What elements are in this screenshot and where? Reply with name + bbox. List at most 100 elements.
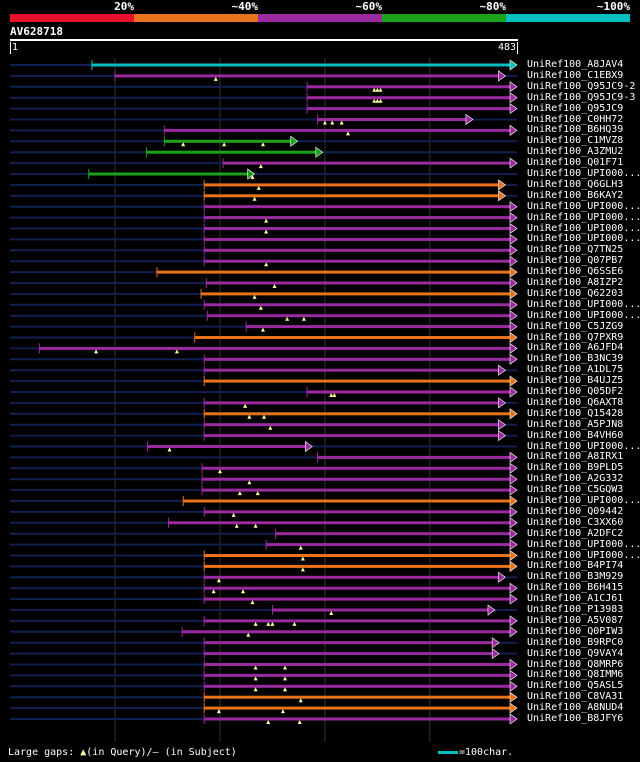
hit-alignment-bar (204, 259, 511, 263)
hit-alignment-bar (204, 303, 511, 307)
hit-label[interactable]: UniRef100_Q62203 (527, 287, 624, 299)
hit-arrow-icon (509, 386, 518, 398)
hit-label[interactable]: UniRef100_A1CJ61 (527, 593, 624, 605)
hit-arrow-icon (509, 582, 518, 594)
hit-arrow-icon (498, 70, 506, 82)
hit-label[interactable]: UniRef100_A8IRX1 (527, 451, 624, 463)
hit-arrow-icon (498, 419, 506, 431)
identity-band-20 (10, 14, 134, 22)
hit-label[interactable]: UniRef100_Q95JC9-3 (527, 91, 636, 103)
gap-marker-icon (378, 87, 383, 92)
gap-marker-icon (231, 512, 236, 517)
hit-label[interactable]: UniRef100_C5GQW3 (527, 484, 624, 496)
hit-label[interactable]: UniRef100_C1EBX9 (527, 69, 624, 81)
hit-label[interactable]: UniRef100_UPI000... (527, 211, 639, 223)
hit-label[interactable]: UniRef100_B4UJZ5 (527, 375, 624, 387)
hit-alignment-bar (204, 248, 511, 252)
hit-label[interactable]: UniRef100_B4VH60 (527, 429, 624, 441)
hit-arrow-icon (509, 495, 518, 507)
hit-label[interactable]: UniRef100_A8IZP2 (527, 277, 624, 288)
hit-label[interactable]: UniRef100_Q9VAY4 (527, 647, 624, 659)
hit-label[interactable]: UniRef100_A3ZMU2 (527, 146, 624, 158)
gap-marker-icon (283, 687, 288, 692)
hit-label[interactable]: UniRef100_Q6SSE6 (527, 266, 624, 278)
hit-label[interactable]: UniRef100_UPI000... (527, 168, 639, 179)
hit-label[interactable]: UniRef100_C5JZG9 (527, 320, 624, 332)
hit-label[interactable]: UniRef100_A2DFC2 (527, 527, 624, 539)
large-gaps-legend: Large gaps: ▲(in Query)/– (in Subject) (8, 746, 237, 760)
hit-label[interactable]: UniRef100_Q15428 (527, 407, 624, 419)
hit-label[interactable]: UniRef100_Q7TN25 (527, 244, 624, 256)
hit-alignment-bar (88, 172, 249, 176)
gap-marker-icon (283, 676, 288, 681)
hit-arrow-icon (509, 375, 518, 387)
hit-label[interactable]: UniRef100_Q09442 (527, 505, 624, 517)
gap-marker-icon (280, 709, 285, 714)
hit-label[interactable]: UniRef100_UPI000... (527, 440, 639, 452)
hit-label[interactable]: UniRef100_B4PI74 (527, 560, 624, 572)
hit-label[interactable]: UniRef100_UPI000... (527, 200, 639, 212)
gap-marker-icon (213, 76, 218, 81)
hit-label[interactable]: UniRef100_C8VA31 (527, 691, 624, 703)
hit-label[interactable]: UniRef100_A1DL75 (527, 364, 624, 376)
hit-label[interactable]: UniRef100_UPI000... (527, 538, 639, 550)
hit-label[interactable]: UniRef100_UPI000... (527, 298, 639, 310)
hit-label[interactable]: UniRef100_UPI000... (527, 309, 639, 321)
hit-label[interactable]: UniRef100_UPI000... (527, 233, 639, 245)
identity-band-100 (506, 14, 630, 22)
hit-label[interactable]: UniRef100_A5V087 (527, 614, 624, 626)
hit-label[interactable]: UniRef100_Q6AXT8 (527, 396, 624, 408)
gap-marker-icon (234, 523, 239, 528)
hit-label[interactable]: UniRef100_B8JFY6 (527, 713, 624, 724)
hit-arrow-icon (509, 342, 518, 354)
hit-label[interactable]: UniRef100_P13983 (527, 604, 624, 615)
identity-band-80 (382, 14, 506, 22)
hit-label[interactable]: UniRef100_A2G332 (527, 473, 624, 485)
hit-alignment-bar (204, 564, 511, 568)
gap-marker-icon (300, 556, 305, 561)
hit-alignment-bar (204, 379, 511, 383)
hit-arrow-icon (509, 462, 518, 474)
hit-label[interactable]: UniRef100_B3NC39 (527, 353, 624, 365)
hit-label[interactable]: UniRef100_Q05DF2 (527, 386, 624, 397)
hit-label[interactable]: UniRef100_Q5ASL5 (527, 680, 624, 692)
hit-label[interactable]: UniRef100_A6JFD4 (527, 342, 624, 354)
hit-label[interactable]: UniRef100_UPI000... (527, 495, 639, 506)
hit-label[interactable]: UniRef100_B6HQ39 (527, 124, 624, 136)
hit-label[interactable]: UniRef100_B9PLD5 (527, 462, 624, 474)
hit-label[interactable]: UniRef100_A8NUD4 (527, 702, 624, 714)
hit-label[interactable]: UniRef100_Q95JC9-2 (527, 80, 636, 92)
hit-label[interactable]: UniRef100_Q7PXR9 (527, 331, 624, 343)
identity-band-40 (134, 14, 258, 22)
hit-label[interactable]: UniRef100_Q6GLH3 (527, 178, 624, 190)
hit-label[interactable]: UniRef100_Q0PIW3 (527, 625, 624, 637)
hit-label[interactable]: UniRef100_UPI000... (527, 222, 639, 234)
gap-marker-icon (378, 98, 383, 103)
hit-arrow-icon (509, 299, 518, 311)
subject-gap-icon: – (152, 747, 159, 758)
gap-marker-icon (253, 687, 258, 692)
hit-arrow-icon (509, 288, 518, 300)
hit-label[interactable]: UniRef100_B3M929 (527, 571, 624, 583)
hit-label[interactable]: UniRef100_B9RPC0 (527, 636, 624, 648)
hit-label[interactable]: UniRef100_Q8MRP6 (527, 658, 624, 670)
hit-label[interactable]: UniRef100_C0HH72 (527, 113, 624, 125)
gap-marker-icon (262, 414, 267, 419)
large-gaps-label: Large gaps: (8, 747, 81, 758)
hit-arrow-icon (509, 124, 518, 136)
hit-label[interactable]: UniRef100_UPI000... (527, 549, 639, 561)
hit-label[interactable]: UniRef100_B6H415 (527, 582, 624, 594)
hit-label[interactable]: UniRef100_Q01F71 (527, 157, 624, 169)
hit-label[interactable]: UniRef100_Q8IMM6 (527, 669, 624, 681)
gap-marker-icon (264, 229, 269, 234)
gap-marker-icon (250, 175, 255, 179)
hit-label[interactable]: UniRef100_B6KAY2 (527, 189, 624, 201)
hit-label[interactable]: UniRef100_A5PJN8 (527, 418, 624, 430)
hit-alignment-bar (266, 543, 511, 547)
hit-label[interactable]: UniRef100_C1MVZ8 (527, 135, 624, 147)
hit-label[interactable]: UniRef100_Q95JC9 (527, 102, 624, 114)
hit-label[interactable]: UniRef100_Q07PB7 (527, 255, 624, 267)
hit-label[interactable]: UniRef100_A8JAV4 (527, 59, 624, 70)
query-gap-icon: ▲ (80, 747, 87, 758)
hit-label[interactable]: UniRef100_C3XX60 (527, 516, 624, 528)
